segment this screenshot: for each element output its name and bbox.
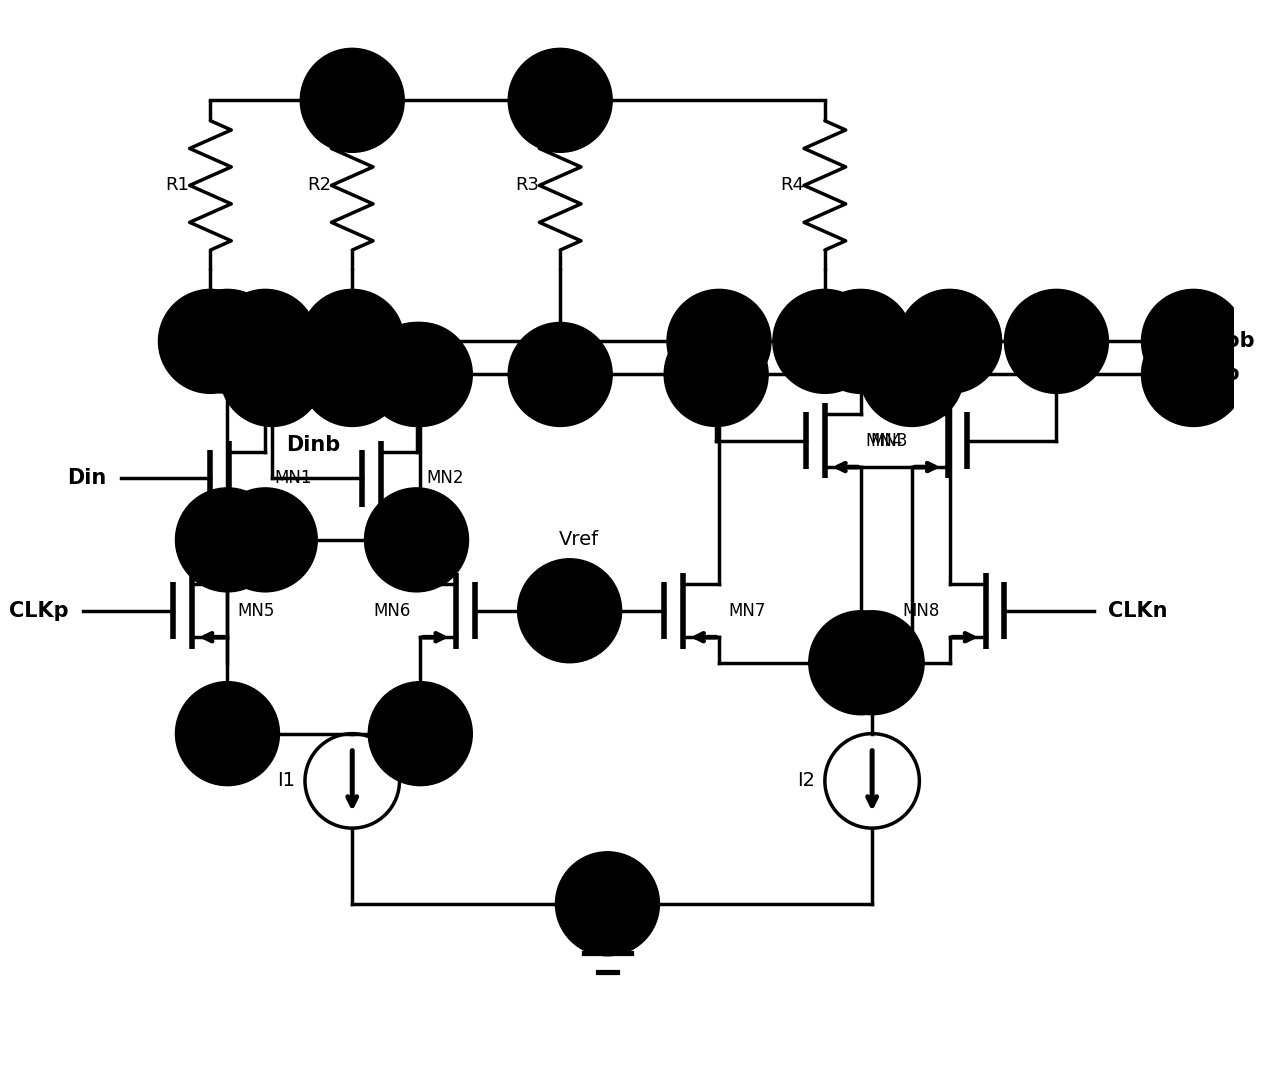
Circle shape	[1142, 289, 1245, 393]
Text: CLKp: CLKp	[9, 601, 68, 620]
Circle shape	[301, 48, 404, 153]
Circle shape	[301, 289, 404, 393]
Circle shape	[773, 289, 877, 393]
Text: Vref: Vref	[560, 530, 599, 549]
Circle shape	[898, 289, 1002, 393]
Circle shape	[667, 289, 770, 393]
Text: CLKn: CLKn	[1109, 601, 1168, 620]
Circle shape	[808, 289, 913, 393]
Circle shape	[365, 488, 469, 592]
Text: MN4: MN4	[865, 432, 902, 449]
Circle shape	[508, 48, 613, 153]
Circle shape	[213, 488, 317, 592]
Text: MN1: MN1	[275, 470, 312, 487]
Circle shape	[176, 488, 279, 592]
Circle shape	[369, 682, 472, 786]
Circle shape	[176, 682, 279, 786]
Circle shape	[1142, 322, 1245, 427]
Text: MN5: MN5	[237, 602, 274, 620]
Circle shape	[808, 611, 913, 715]
Text: MN3: MN3	[870, 432, 908, 449]
Text: MN6: MN6	[374, 602, 410, 620]
Circle shape	[556, 851, 659, 956]
Text: MN2: MN2	[426, 470, 464, 487]
Circle shape	[365, 322, 469, 427]
Circle shape	[158, 289, 263, 393]
Circle shape	[220, 322, 323, 427]
Circle shape	[1004, 289, 1109, 393]
Circle shape	[301, 322, 404, 427]
Circle shape	[820, 611, 925, 715]
Text: R3: R3	[515, 176, 539, 195]
Text: Dob: Dob	[1207, 331, 1254, 352]
Text: I2: I2	[797, 772, 815, 790]
Circle shape	[860, 322, 964, 427]
Circle shape	[518, 559, 621, 663]
Text: MN8: MN8	[903, 602, 940, 620]
Text: R4: R4	[779, 176, 803, 195]
Text: Do: Do	[1207, 364, 1239, 385]
Text: I1: I1	[277, 772, 296, 790]
Circle shape	[508, 322, 613, 427]
Circle shape	[176, 289, 279, 393]
Text: MN7: MN7	[729, 602, 765, 620]
Circle shape	[213, 289, 317, 393]
Text: R2: R2	[307, 176, 331, 195]
Text: Din: Din	[67, 469, 106, 488]
Text: R1: R1	[165, 176, 189, 195]
Circle shape	[369, 322, 472, 427]
Text: Dinb: Dinb	[287, 435, 340, 456]
Circle shape	[664, 322, 768, 427]
